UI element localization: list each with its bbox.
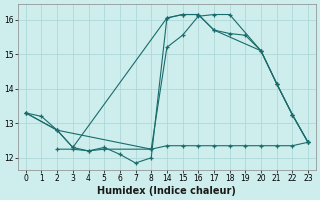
X-axis label: Humidex (Indice chaleur): Humidex (Indice chaleur) [98,186,236,196]
